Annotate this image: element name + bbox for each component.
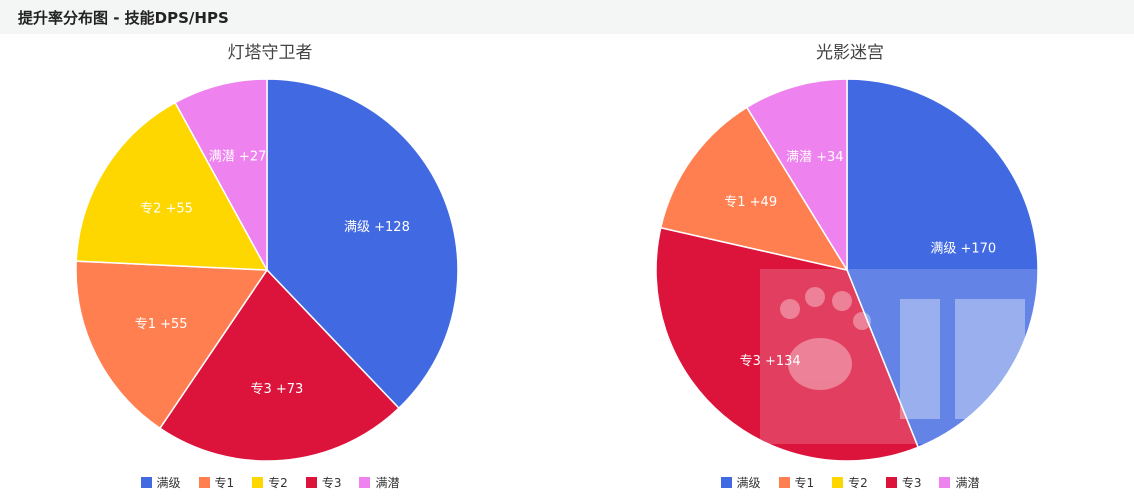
charts-area: 灯塔守卫者 满级 +128 专3 +73 专1 +55 专2 +55 满潜 +27 满级… <box>0 34 1134 500</box>
pie-chart-1: 灯塔守卫者 满级 +128 专3 +73 专1 +55 专2 +55 满潜 +27 满级… <box>0 34 540 500</box>
legend-label: 满潜 <box>375 476 400 490</box>
pie-chart-2: 光影迷宫 满级 +170 专3 +134 专1 +49 满潜 +34 满级 专1 专2 专3… <box>580 34 1120 500</box>
slice-label: 满潜 +34 <box>786 150 844 165</box>
pie-slice[interactable] <box>75 101 269 271</box>
legend-label: 满级 <box>156 476 181 490</box>
slice-label: 专3 +134 <box>740 354 801 369</box>
legend-label: 满级 <box>736 476 761 490</box>
legend-item[interactable]: 专1 <box>198 474 235 491</box>
legend-item[interactable]: 满级 <box>140 474 181 491</box>
pie-slice[interactable] <box>75 260 269 430</box>
legend-label: 专3 <box>321 476 342 490</box>
header: 提升率分布图 - 技能DPS/HPS <box>0 0 1134 34</box>
legend-2: 满级 专1 专2 专3 满潜 <box>580 474 1120 491</box>
legend-label: 专3 <box>901 476 922 490</box>
pie-svg-2: 满级 +170 专3 +134 专1 +49 满潜 +34 <box>655 78 1039 462</box>
slice-label: 专1 +55 <box>135 317 188 332</box>
legend-label: 专1 <box>214 476 235 490</box>
slice-label: 满级 +170 <box>930 242 996 257</box>
legend-swatch <box>252 477 264 488</box>
legend-swatch <box>939 477 951 488</box>
slice-label: 专3 +73 <box>250 382 303 397</box>
legend-swatch <box>305 477 317 488</box>
pie-slice[interactable] <box>659 106 849 272</box>
pie-slice[interactable] <box>174 78 268 271</box>
pie-slice[interactable] <box>846 78 1039 449</box>
page-title: 提升率分布图 - 技能DPS/HPS <box>18 8 229 27</box>
legend-item[interactable]: 专3 <box>305 474 342 491</box>
legend-1: 满级 专1 专2 专3 满潜 <box>0 474 540 491</box>
pie-slice[interactable] <box>266 78 459 410</box>
pie-svg-1: 满级 +128 专3 +73 专1 +55 专2 +55 满潜 +27 <box>75 78 459 462</box>
legend-swatch <box>885 477 897 488</box>
legend-swatch <box>720 477 732 488</box>
legend-item[interactable]: 专2 <box>832 474 868 491</box>
slice-label: 专2 +55 <box>140 201 193 216</box>
legend-item[interactable]: 专3 <box>885 474 922 491</box>
slice-label: 满潜 +27 <box>209 149 267 164</box>
legend-label: 专2 <box>268 476 288 490</box>
legend-swatch <box>198 477 210 488</box>
chart-title: 光影迷宫 <box>816 43 884 63</box>
legend-item[interactable]: 满级 <box>720 474 761 491</box>
legend-swatch <box>832 477 844 488</box>
pie-slice[interactable] <box>745 78 848 273</box>
legend-item[interactable]: 专2 <box>252 474 288 491</box>
legend-item[interactable]: 满潜 <box>359 474 399 491</box>
slice-label: 满级 +128 <box>344 220 410 235</box>
chart-title: 灯塔守卫者 <box>227 43 313 63</box>
legend-swatch <box>778 477 790 488</box>
legend-item[interactable]: 满潜 <box>939 474 979 491</box>
legend-swatch <box>140 477 152 488</box>
legend-label: 专2 <box>848 476 868 490</box>
pie-slice[interactable] <box>655 226 920 462</box>
legend-label: 满潜 <box>955 476 980 490</box>
legend-label: 专1 <box>794 476 815 490</box>
legend-item[interactable]: 专1 <box>778 474 815 491</box>
slice-label: 专1 +49 <box>724 195 777 210</box>
legend-swatch <box>359 477 371 488</box>
pie-slice[interactable] <box>158 268 400 462</box>
